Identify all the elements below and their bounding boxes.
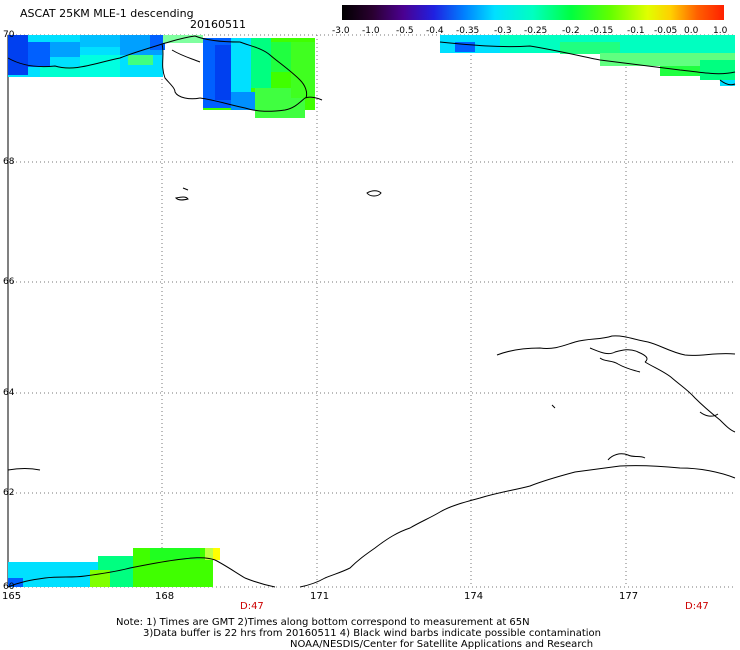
swath-top-mid — [203, 38, 315, 118]
lat-label: 66 — [3, 277, 15, 287]
lon-label: 165 — [2, 591, 22, 602]
legend-label: -0.3 — [494, 26, 512, 36]
swath-top-left — [8, 35, 203, 77]
legend-label: -0.4 — [426, 26, 444, 36]
lat-label: 62 — [3, 488, 15, 498]
lat-label: 70 — [3, 30, 15, 40]
legend-label: -1.0 — [362, 26, 380, 36]
legend-label: -0.25 — [524, 26, 548, 36]
legend-label: 0.0 — [684, 26, 699, 36]
legend-label: 1.0 — [713, 26, 728, 36]
legend-label: -0.15 — [590, 26, 614, 36]
lon-label: 171 — [310, 591, 330, 602]
lat-label: 60 — [3, 582, 15, 592]
legend-label: -0.05 — [654, 26, 678, 36]
legend-label: -0.5 — [396, 26, 414, 36]
colorbar-legend — [342, 5, 724, 20]
legend-label: -0.1 — [627, 26, 645, 36]
lon-label: 174 — [464, 591, 484, 602]
legend-label: -0.35 — [456, 26, 480, 36]
swath-bottom-left — [8, 548, 220, 587]
coastlines — [7, 35, 736, 588]
lon-label: 177 — [619, 591, 639, 602]
lat-label: 68 — [3, 157, 15, 167]
lon-label: 168 — [155, 591, 175, 602]
map-date: 20160511 — [190, 18, 246, 31]
map-title: ASCAT 25KM MLE-1 descending — [20, 7, 194, 20]
grid-lines — [8, 34, 735, 588]
time-label: D:47 — [240, 601, 264, 612]
note-line-1: Note: 1) Times are GMT 2)Times along bot… — [116, 617, 530, 628]
time-label: D:47 — [685, 601, 709, 612]
lat-label: 64 — [3, 388, 15, 398]
note-line-3: NOAA/NESDIS/Center for Satellite Applica… — [290, 639, 594, 650]
legend-label: -0.2 — [562, 26, 580, 36]
note-line-2: 3)Data buffer is 22 hrs from 20160511 4)… — [143, 628, 601, 639]
legend-label: -3.0 — [332, 26, 350, 36]
swath-top-right — [440, 35, 735, 86]
